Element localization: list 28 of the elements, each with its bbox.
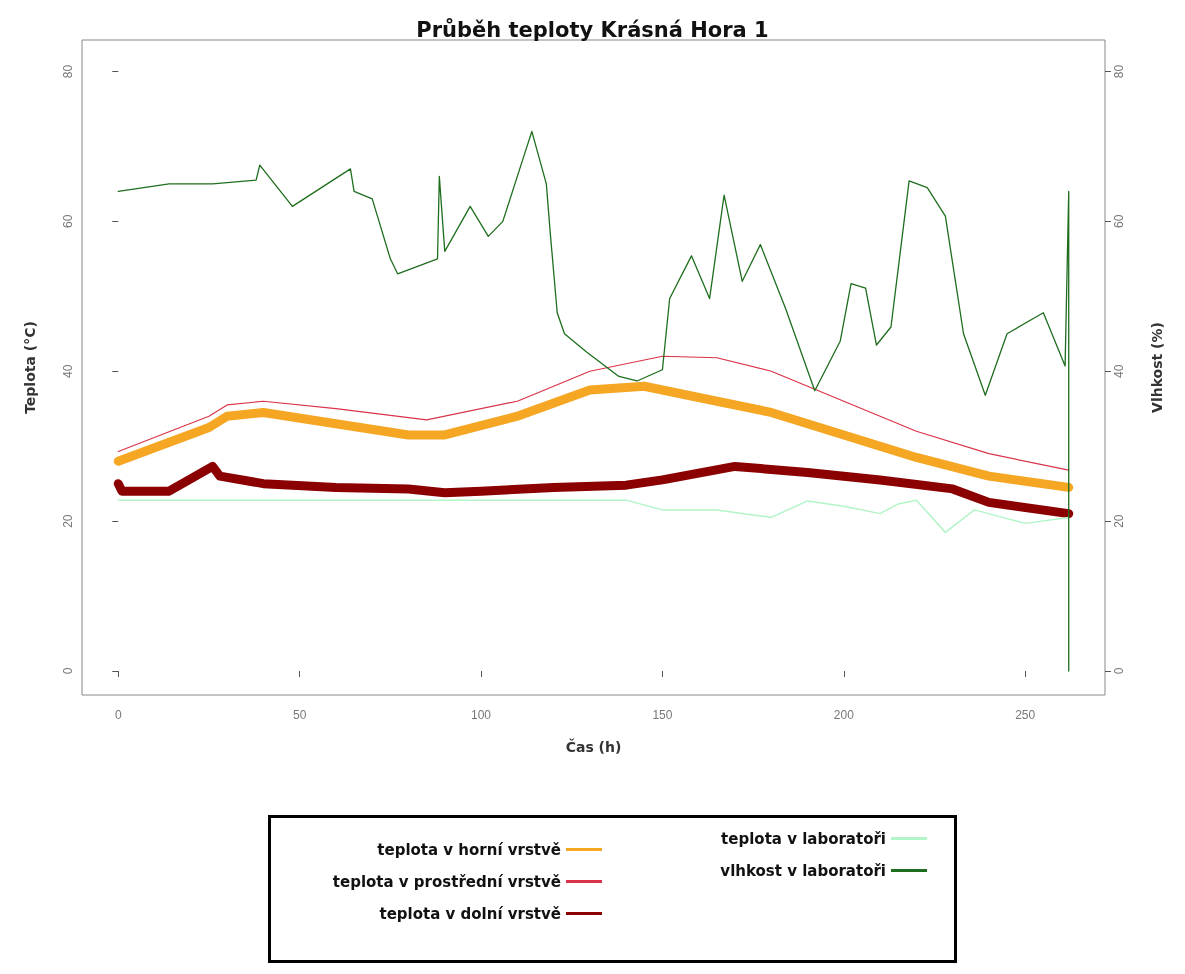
x-tick-label: 100 xyxy=(471,708,492,722)
legend-label: teplota v dolní vrstvě xyxy=(379,904,561,923)
y2-tick-label: 80 xyxy=(1112,64,1126,79)
y-tick-label: 40 xyxy=(61,364,75,378)
legend-label: teplota v prostřední vrstvě xyxy=(332,872,561,891)
chart-title: Průběh teploty Krásná Hora 1 xyxy=(416,17,769,42)
legend-label: teplota v laboratoři xyxy=(721,829,886,848)
legend-label: teplota v horní vrstvě xyxy=(377,840,561,859)
y-tick-label: 60 xyxy=(61,214,75,229)
line-series xyxy=(117,499,1070,534)
y2-tick-label: 40 xyxy=(1112,364,1126,378)
x-tick-label: 0 xyxy=(114,708,122,722)
y-tick-label: 80 xyxy=(61,64,75,79)
y2-axis-title: Vlhkost (%) xyxy=(1149,322,1165,413)
x-tick-label: 50 xyxy=(292,708,307,722)
x-tick-label: 150 xyxy=(652,708,673,722)
y-tick-label: 0 xyxy=(61,667,75,675)
line-series xyxy=(117,130,1070,672)
y-axis-title: Teplota (°C) xyxy=(22,321,38,414)
y2-tick-label: 60 xyxy=(1112,214,1126,229)
legend-label: vlhkost v laboratoři xyxy=(720,861,886,880)
y2-tick-label: 0 xyxy=(1112,667,1126,675)
x-tick-label: 200 xyxy=(833,708,855,722)
line-series xyxy=(117,355,1070,471)
x-axis-title: Čas (h) xyxy=(565,738,622,755)
x-tick-label: 250 xyxy=(1015,708,1036,722)
y2-tick-label: 20 xyxy=(1112,514,1126,528)
y-tick-label: 20 xyxy=(61,514,75,528)
